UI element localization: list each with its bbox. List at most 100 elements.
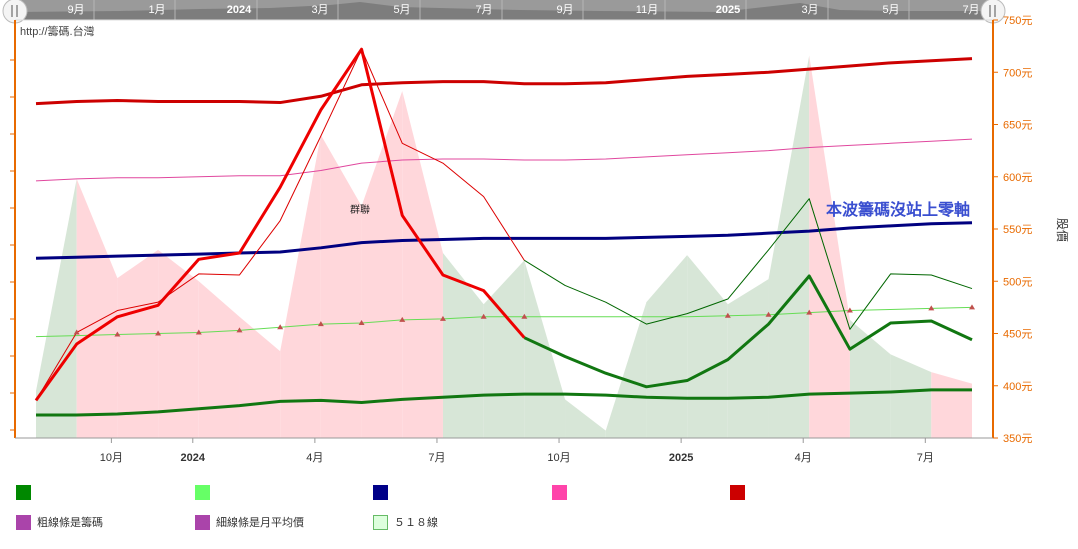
data-point-marker (969, 304, 975, 310)
legend-item[interactable] (373, 485, 394, 500)
series-line-6-a (35, 48, 525, 401)
legend-item[interactable] (195, 485, 216, 500)
x-tick-label: 2025 (669, 452, 693, 464)
legend-swatch (195, 485, 210, 500)
area-segment (483, 260, 525, 438)
data-point-marker (317, 321, 324, 327)
navigator-tick-label: 2024 (227, 4, 252, 16)
navigator-tick-label: 7月 (962, 4, 979, 16)
x-tick-label: 4月 (795, 452, 812, 464)
area-segment (76, 178, 118, 438)
y-tick-label: 400元 (1003, 381, 1032, 393)
data-point-marker (73, 329, 80, 335)
watermark: http://籌碼.台灣 (20, 24, 95, 38)
y-tick-label: 550元 (1003, 224, 1032, 236)
x-tick-label: 2024 (181, 452, 206, 464)
x-axis-labels: 10月 2024 4月 7月 10月 2025 4月 7月 (100, 438, 934, 464)
data-point-marker (195, 329, 202, 335)
navigator-tick-label: 3月 (311, 4, 328, 16)
data-point-marker (439, 315, 446, 321)
legend-swatch (373, 514, 388, 530)
area-segment (931, 372, 972, 438)
left-axis-ticks (10, 59, 15, 431)
annotation-stock-name: 群聯 (350, 203, 370, 216)
navigator[interactable]: 9月 1月 2024 3月 5月 7月 9月 11月 2025 3月 5月 7月 (2, 0, 1006, 24)
x-tick-label: 10月 (547, 452, 570, 464)
x-tick-label: 7月 (428, 452, 445, 464)
area-segment (158, 249, 199, 438)
legend-label: ５１８線 (394, 517, 438, 529)
legend-swatch (195, 514, 210, 530)
legend-item[interactable] (16, 485, 37, 500)
area-segment (768, 55, 810, 438)
data-point-marker (521, 313, 528, 319)
area-segment (565, 399, 606, 438)
legend-item[interactable] (552, 485, 573, 500)
data-point-marker (155, 330, 162, 336)
data-point-marker (277, 324, 284, 330)
data-point-marker (846, 307, 853, 313)
legend-swatch (16, 485, 31, 500)
y-tick-label: 450元 (1003, 329, 1032, 341)
navigator-tick-label: 11月 (636, 4, 658, 16)
legend-item[interactable]: ５１８線 (373, 514, 438, 530)
x-tick-label: 7月 (917, 452, 934, 464)
series-line-2 (35, 221, 973, 260)
navigator-tick-label: 9月 (556, 4, 573, 16)
navigator-tick-label: 5月 (393, 4, 410, 16)
series-line-1 (35, 138, 973, 182)
data-point-marker (806, 309, 813, 315)
series-line-0 (35, 57, 973, 106)
series-line-4 (36, 388, 972, 417)
series-line-3 (35, 306, 973, 338)
navigator-series (15, 2, 995, 20)
data-point-marker (399, 316, 406, 322)
y-tick-label: 350元 (1003, 433, 1032, 445)
y-tick-label: 700元 (1003, 67, 1032, 79)
series-line-6-b (524, 198, 973, 330)
data-point-marker (480, 313, 487, 319)
area-segment (442, 253, 484, 438)
plot-area (15, 19, 993, 438)
data-point-marker (114, 331, 121, 337)
y-tick-label: 500元 (1003, 276, 1032, 288)
area-segment (524, 260, 566, 438)
annotation-main: 本波籌碼沒站上零軸 (826, 200, 970, 219)
legend-label: 細線條是月平均價 (216, 517, 304, 529)
legend-swatch (730, 485, 745, 500)
y-axis-title: 股價 (1055, 218, 1069, 242)
legend: 粗線條是籌碼 細線條是月平均價 ５１８線 (0, 478, 1078, 549)
area-segment (646, 255, 688, 438)
area-segment (361, 91, 403, 438)
area-segment (727, 279, 769, 438)
area-segment (849, 319, 891, 438)
legend-swatch (16, 514, 31, 530)
data-point-marker (358, 320, 365, 326)
y-tick-label: 600元 (1003, 172, 1032, 184)
area-segment (198, 281, 240, 438)
legend-swatch (552, 485, 567, 500)
navigator-tick-label: 7月 (475, 4, 492, 16)
area-segment (809, 55, 850, 438)
navigator-tick-label: 5月 (882, 4, 899, 16)
navigator-ticks: 9月 1月 2024 3月 5月 7月 9月 11月 2025 3月 5月 7月 (67, 0, 990, 20)
area-segment (320, 134, 362, 438)
legend-item[interactable]: 粗線條是籌碼 (16, 514, 103, 530)
x-tick-label: 4月 (306, 452, 323, 464)
series-line-5-b (523, 274, 973, 389)
y-axis-labels: 350元 400元 450元 500元 550元 600元 650元 700元 750元 (993, 15, 1032, 445)
legend-item[interactable]: 細線條是月平均價 (195, 514, 304, 530)
legend-label: 粗線條是籌碼 (37, 517, 103, 529)
legend-item[interactable] (730, 485, 751, 500)
data-point-marker (236, 327, 243, 333)
legend-swatch (373, 485, 388, 500)
area-segment (605, 302, 647, 438)
series-line-5-a (34, 47, 526, 402)
navigator-tick-label: 3月 (801, 4, 818, 16)
navigator-tick-label: 9月 (67, 4, 84, 16)
area-segment (36, 178, 77, 438)
navigator-tick-label: 2025 (716, 4, 740, 16)
data-point-marker (765, 311, 772, 317)
area-segment (687, 255, 728, 438)
